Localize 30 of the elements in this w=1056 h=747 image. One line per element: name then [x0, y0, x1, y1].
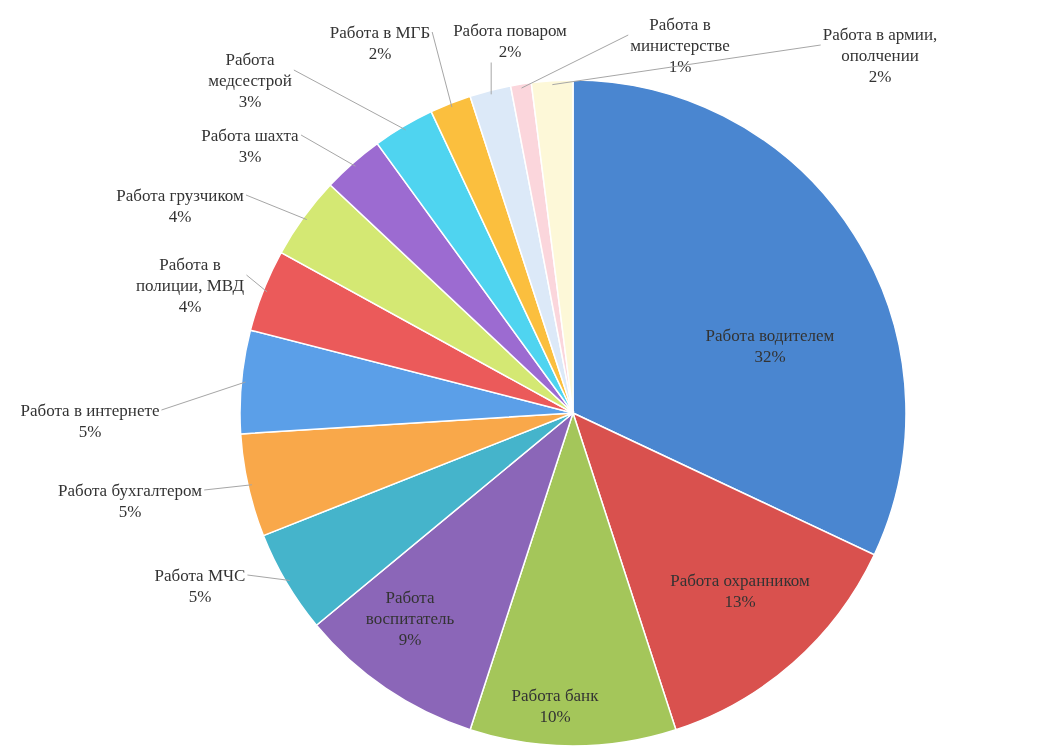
slice-label: Работа в армии, ополчении: [822, 25, 938, 65]
slice-label: Работа в министерстве: [630, 15, 730, 55]
data-label: 32%: [754, 346, 786, 366]
slice-label: Работа в интернете: [20, 400, 160, 420]
slice-label: Работа бухгалтером: [58, 480, 203, 500]
slice-label: Работа грузчиком: [116, 185, 244, 205]
slice-label: Работа МЧС: [154, 565, 246, 585]
data-label: 2%: [368, 43, 392, 63]
slice-label: Работа шахта: [201, 125, 300, 145]
data-label: 9%: [398, 630, 422, 649]
slice-label: Работа в МГБ: [329, 22, 431, 42]
slice-label: Работа воспитатель: [365, 588, 455, 628]
slice-label: Работа водителем: [705, 325, 835, 345]
slice-label: Работа охранником: [670, 570, 811, 590]
data-label: 2%: [868, 67, 892, 86]
data-label: 13%: [724, 591, 756, 611]
data-label: 1%: [668, 57, 692, 76]
data-label: 5%: [188, 586, 212, 606]
data-label: 2%: [498, 41, 522, 61]
slice-label: Работа банк: [511, 685, 600, 705]
data-label: 3%: [238, 92, 262, 111]
data-label: 4%: [178, 297, 202, 316]
data-label: 5%: [118, 501, 142, 521]
slice-label: Работа поваром: [453, 20, 568, 40]
data-label: 3%: [238, 146, 262, 166]
slice-label: Работа медсестрой: [208, 50, 292, 90]
data-label: 4%: [168, 206, 192, 226]
data-label: 10%: [539, 706, 571, 726]
data-label: 5%: [78, 421, 102, 441]
slice-label: Работа в полиции, МВД: [135, 255, 245, 295]
